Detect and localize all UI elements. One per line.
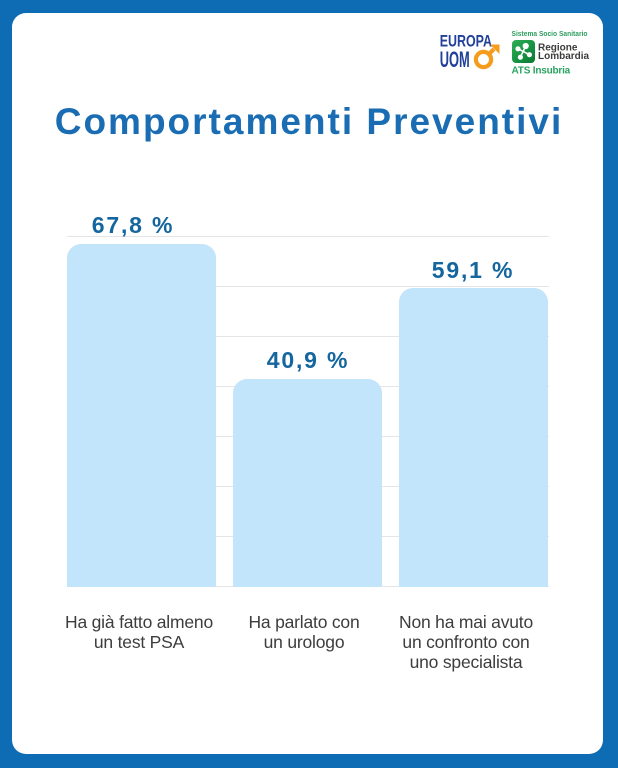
svg-text:UOM: UOM <box>440 47 470 71</box>
svg-text:EUROPA: EUROPA <box>440 32 492 51</box>
svg-text:Sistema Socio Sanitario: Sistema Socio Sanitario <box>512 29 588 38</box>
svg-text:ATS Insubria: ATS Insubria <box>512 65 571 76</box>
svg-text:Lombardia: Lombardia <box>538 51 590 62</box>
svg-text:Regione: Regione <box>538 43 578 54</box>
